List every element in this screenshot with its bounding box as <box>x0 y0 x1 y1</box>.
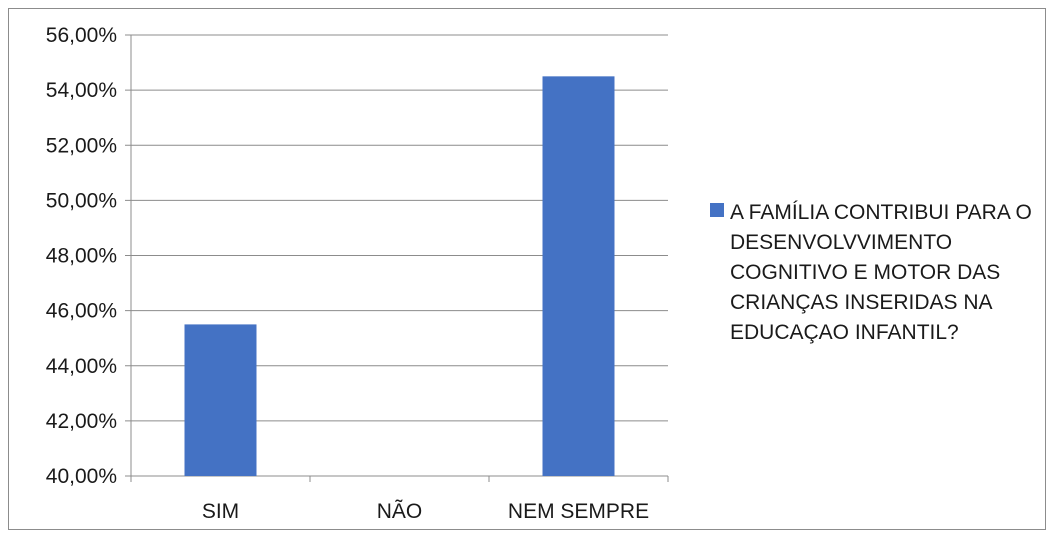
legend-swatch <box>710 203 724 217</box>
chart-frame <box>8 8 1046 530</box>
bar <box>184 324 257 476</box>
y-tick-label: 46,00% <box>46 300 117 323</box>
y-tick-label: 52,00% <box>46 134 117 157</box>
legend: A FAMÍLIA CONTRIBUI PARA O DESENVOLVVIME… <box>710 198 1040 348</box>
y-tick-label: 48,00% <box>46 245 117 268</box>
y-tick-label: 50,00% <box>46 189 117 212</box>
bar <box>542 76 615 476</box>
x-tick-label: NÃO <box>377 499 423 523</box>
y-tick-label: 40,00% <box>46 465 117 488</box>
y-tick-label: 54,00% <box>46 79 117 102</box>
legend-label: A FAMÍLIA CONTRIBUI PARA O DESENVOLVVIME… <box>730 201 1032 344</box>
x-tick-labels: SIM NÃO NEM SEMPRE <box>202 499 649 523</box>
x-tick-label: NEM SEMPRE <box>508 500 649 523</box>
y-tick-labels: 40,00% 42,00% 44,00% 46,00% 48,00% 50,00% 52,0… <box>46 24 117 488</box>
y-tick-label: 56,00% <box>46 24 117 47</box>
y-tick-label: 44,00% <box>46 355 117 378</box>
y-tick-label: 42,00% <box>46 410 117 433</box>
bars <box>184 76 615 476</box>
x-tick-label: SIM <box>202 500 239 523</box>
